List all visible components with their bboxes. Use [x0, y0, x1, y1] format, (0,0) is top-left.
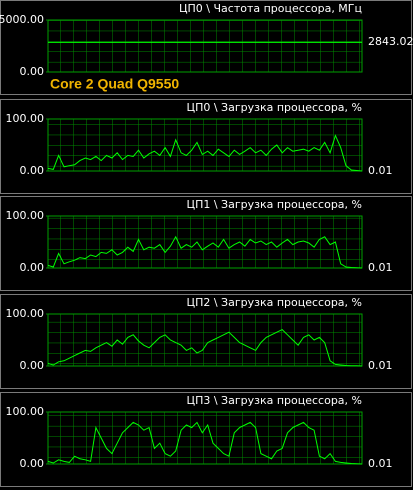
current-value: 2843.02 — [368, 35, 413, 48]
y-tick-label: 0.00 — [20, 65, 45, 78]
current-value: 0.01 — [368, 457, 393, 470]
data-line — [47, 421, 363, 465]
y-tick-label: 0.00 — [20, 164, 45, 177]
plot-area — [47, 313, 363, 367]
y-tick-label: 0.00 — [20, 457, 45, 470]
chart-title: ЦП0 \ Частота процессора, МГц — [179, 2, 362, 15]
y-tick-label: 100.00 — [6, 307, 45, 320]
plot-area — [47, 19, 363, 73]
y-tick-label: 100.00 — [6, 112, 45, 125]
chart-title: ЦП2 \ Загрузка процессора, % — [187, 296, 362, 309]
y-tick-label: 100.00 — [6, 405, 45, 418]
chart-title: ЦП0 \ Загрузка процессора, % — [187, 101, 362, 114]
current-value: 0.01 — [368, 261, 393, 274]
current-value: 0.01 — [368, 359, 393, 372]
plot-area — [47, 215, 363, 269]
data-line — [47, 235, 363, 269]
y-tick-label: 0.00 — [20, 359, 45, 372]
plot-area — [47, 118, 363, 172]
y-tick-label: 100.00 — [6, 209, 45, 222]
data-line — [47, 134, 363, 172]
current-value: 0.01 — [368, 164, 393, 177]
cpu-name: Core 2 Quad Q9550 — [50, 76, 179, 92]
plot-area — [47, 411, 363, 465]
chart-title: ЦП1 \ Загрузка процессора, % — [187, 198, 362, 211]
data-line — [47, 328, 363, 367]
y-tick-label: 5000.00 — [0, 13, 44, 26]
y-tick-label: 0.00 — [20, 261, 45, 274]
chart-title: ЦП3 \ Загрузка процессора, % — [187, 394, 362, 407]
